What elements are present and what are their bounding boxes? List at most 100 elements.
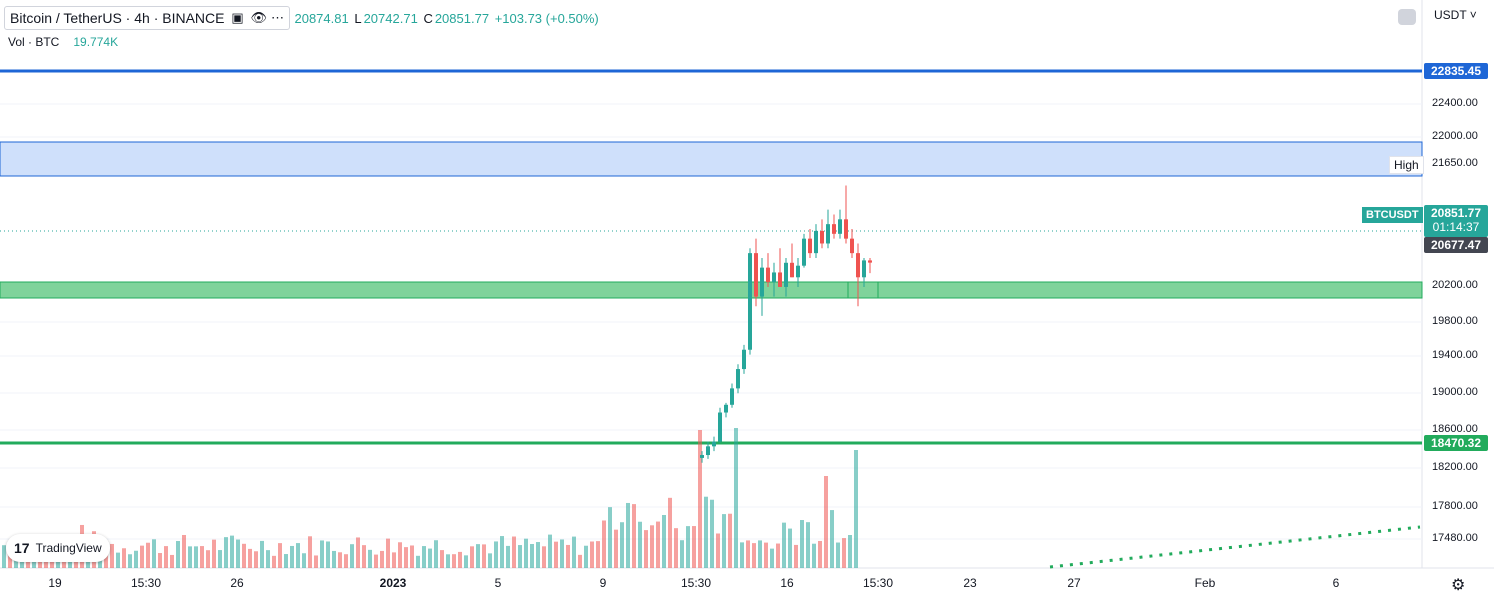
- volume-bar: [170, 554, 174, 568]
- volume-bar: [392, 552, 396, 568]
- tradingview-mark-icon: 17: [14, 540, 30, 556]
- candle-body: [802, 238, 806, 266]
- volume-bar: [368, 549, 372, 568]
- time-axis-label: 5: [494, 576, 502, 590]
- volume-bar: [476, 544, 480, 568]
- volume-bar: [698, 430, 702, 568]
- candle-body: [760, 267, 764, 297]
- volume-bar: [416, 555, 420, 568]
- volume-bar: [782, 522, 786, 568]
- hide-square-icon[interactable]: ▣: [231, 10, 244, 25]
- volume-bar: [146, 542, 150, 568]
- price-axis-label: 19400.00: [1432, 349, 1478, 361]
- time-axis-label: 26: [230, 576, 244, 590]
- eye-icon[interactable]: 👁: [250, 10, 267, 25]
- volume-bar: [650, 525, 654, 568]
- ohlc-change: +103.73 (+0.50%): [494, 10, 599, 26]
- tradingview-logo[interactable]: 17 TradingView: [6, 534, 110, 562]
- ohlc-values: 20874.81 L 20742.71 C 20851.77 +103.73 (+0…: [294, 11, 600, 26]
- ohlc-l-label: L: [354, 10, 362, 26]
- candle-body: [748, 253, 752, 350]
- volume-bar: [800, 520, 804, 568]
- price-axis-label: 21650.00: [1432, 157, 1478, 169]
- volume-bar: [680, 540, 684, 568]
- volume-bar: [716, 533, 720, 568]
- volume-bar: [764, 542, 768, 568]
- volume-bar: [224, 537, 228, 568]
- candle-body: [766, 267, 770, 283]
- candle-body: [736, 369, 740, 389]
- volume-bar: [140, 545, 144, 568]
- volume-bar: [794, 544, 798, 568]
- volume-bar: [734, 428, 738, 568]
- candle-body: [718, 412, 722, 442]
- volume-bar: [248, 548, 252, 568]
- price-axis-label: 22000.00: [1432, 130, 1478, 142]
- candle-body: [796, 265, 800, 278]
- volume-bar: [506, 545, 510, 568]
- time-axis-label: 15:30: [862, 576, 894, 590]
- volume-bar: [194, 546, 198, 568]
- volume-bar: [446, 554, 450, 568]
- volume-bar: [128, 554, 132, 568]
- volume-bar: [584, 545, 588, 568]
- resistance-zone[interactable]: [0, 141, 1423, 177]
- gear-icon[interactable]: ⚙: [1451, 577, 1466, 594]
- volume-bar: [692, 526, 696, 568]
- price-axis-label: 18200.00: [1432, 461, 1478, 473]
- volume-bar: [374, 554, 378, 568]
- volume-bar: [236, 539, 240, 568]
- ohlc-c-label: C: [423, 10, 433, 26]
- legend: Bitcoin / TetherUS · 4h · BINANCE ▣ 👁 ⋯ …: [4, 6, 601, 30]
- candle-body: [754, 253, 758, 297]
- support-line-price-tag: 18470.32: [1424, 435, 1488, 451]
- volume-bar: [410, 545, 414, 568]
- candle-body: [844, 219, 848, 239]
- volume-bar: [752, 543, 756, 568]
- volume-bar: [434, 540, 438, 568]
- symbol-title-box[interactable]: Bitcoin / TetherUS · 4h · BINANCE ▣ 👁 ⋯: [4, 6, 291, 30]
- last-price-tag: 20851.77 01:14:37: [1424, 205, 1488, 237]
- volume-bar: [848, 535, 852, 568]
- volume-bar: [518, 545, 522, 568]
- volume-bar: [746, 540, 750, 568]
- candle-body: [778, 272, 782, 287]
- volume-bar: [164, 546, 168, 568]
- trend-line[interactable]: [1049, 525, 1421, 569]
- high-label: High: [1389, 156, 1424, 174]
- volume-bar: [542, 546, 546, 568]
- price-axis-label: 17480.00: [1432, 532, 1478, 544]
- volume-bar: [200, 546, 204, 568]
- volume-bar: [296, 543, 300, 568]
- candle-series: [700, 185, 872, 463]
- volume-bar: [494, 541, 498, 568]
- volume-bar: [422, 546, 426, 568]
- currency-selector[interactable]: USDT ˅: [1434, 8, 1477, 22]
- price-axis-label: 18600.00: [1432, 423, 1478, 435]
- price-axis-label: 20200.00: [1432, 279, 1478, 291]
- volume-bar: [662, 515, 666, 568]
- volume-bar: [578, 554, 582, 568]
- volume-bar: [206, 550, 210, 568]
- camera-icon[interactable]: [1398, 9, 1416, 25]
- ohlc-o: 20874.81: [294, 10, 349, 26]
- volume-bar: [290, 545, 294, 568]
- support-zone[interactable]: [0, 281, 1423, 299]
- volume-bar: [254, 551, 258, 568]
- vol-label: Vol · BTC: [8, 35, 60, 49]
- volume-bar: [110, 543, 114, 568]
- volume-bar: [488, 553, 492, 568]
- more-icon[interactable]: ⋯: [270, 10, 284, 25]
- volume-bar: [272, 555, 276, 568]
- volume-bar: [776, 543, 780, 568]
- volume-bar: [812, 543, 816, 568]
- volume-bar: [500, 536, 504, 568]
- price-axis-label: 19000.00: [1432, 386, 1478, 398]
- volume-bar: [836, 542, 840, 568]
- volume-bar: [440, 550, 444, 568]
- candle-body: [808, 238, 812, 254]
- candle-body: [820, 230, 824, 244]
- candle-body: [772, 272, 776, 283]
- volume-bar: [818, 540, 822, 568]
